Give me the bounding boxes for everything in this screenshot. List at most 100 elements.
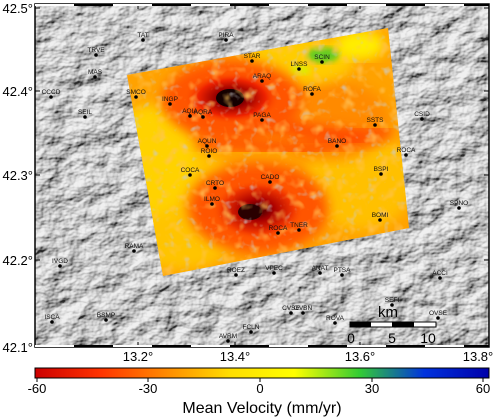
longitude-label: 13.2° (123, 349, 154, 364)
gps-station: BSMP (97, 312, 115, 322)
map-frame-ticks (34, 4, 490, 348)
colorbar-tick-label: 30 (365, 381, 379, 396)
gps-station: CADO (261, 174, 280, 184)
gps-station: AQRA (194, 109, 213, 119)
gps-station: ROIO (201, 148, 218, 158)
colorbar-tick-label: 60 (476, 381, 490, 396)
colorbar-tick-label: -30 (139, 381, 158, 396)
gps-stations: TAT PIRA TRVE STAR SCIN LNSS MAS ARAQ CCCD SMCO IN… (42, 32, 468, 343)
gps-station: BANO (328, 138, 346, 148)
station-label: AQIA (182, 108, 198, 115)
station-label: INGP (162, 96, 178, 103)
station-label: LNSS (291, 61, 309, 68)
station-marker (50, 320, 54, 324)
scale-bar-tick-5: 5 (388, 330, 396, 346)
station-marker (297, 228, 301, 232)
station-label: MAS (88, 69, 103, 76)
station-label: BOMI (372, 212, 389, 219)
gps-station: TNER (290, 222, 308, 232)
station-label: CSID (414, 111, 430, 118)
station-label: ROEZ (227, 267, 245, 274)
colorbar-label: Mean Velocity (mm/yr) (182, 400, 341, 417)
station-label: CADO (261, 174, 280, 181)
station-marker (289, 311, 293, 315)
gps-station: ACCI (432, 270, 448, 280)
gps-station: SMCO (126, 89, 146, 99)
station-marker (373, 123, 377, 127)
station-label: ROIO (201, 148, 218, 155)
station-marker (188, 173, 192, 177)
station-marker (310, 92, 314, 96)
station-marker (260, 79, 264, 83)
station-label: SSTS (367, 117, 385, 124)
station-marker (226, 339, 230, 343)
station-label: PIRA (218, 32, 234, 39)
station-marker (340, 273, 344, 277)
station-label: SCIN (314, 54, 330, 61)
gps-station: SEFI (385, 297, 399, 307)
station-marker (250, 59, 254, 63)
station-marker (132, 249, 136, 253)
station-marker (320, 60, 324, 64)
colorbar: -60 -30 0 30 60 Mean Velocity (mm/yr) (28, 367, 490, 417)
station-marker (210, 202, 214, 206)
gps-station: SPNO (450, 200, 468, 210)
station-label: TAT (137, 32, 148, 39)
gps-station: OVSE (429, 310, 448, 320)
scale-bar: km 0 5 10 (347, 304, 437, 346)
station-label: TRVE (87, 47, 105, 54)
gps-station: PTSA (334, 267, 351, 277)
gps-station: BOMI (372, 212, 389, 222)
station-marker (436, 316, 440, 320)
station-marker (93, 75, 97, 79)
station-marker (104, 318, 108, 322)
station-marker (234, 273, 238, 277)
gps-station: OVBN (294, 305, 313, 315)
station-marker (134, 95, 138, 99)
gps-station: PAGA (253, 112, 271, 122)
colorbar-tick-label: 0 (256, 381, 263, 396)
station-marker (213, 186, 217, 190)
station-marker (438, 276, 442, 280)
gps-station: CRTO (206, 180, 224, 190)
gps-station: STAR (244, 53, 261, 63)
station-label: ROVA (326, 315, 345, 322)
station-marker (404, 153, 408, 157)
gps-station: ARAQ (253, 73, 271, 83)
station-label: BANO (328, 138, 346, 145)
latitude-label: 42.1° (2, 340, 33, 355)
station-label: SMCO (126, 89, 146, 96)
longitude-label: 13.4° (220, 349, 251, 364)
gps-station: ISCA (44, 314, 60, 324)
station-marker (335, 144, 339, 148)
station-label: ARAQ (253, 73, 271, 80)
station-marker (207, 154, 211, 158)
station-label: AQUN (198, 138, 217, 145)
station-label: ACCI (432, 270, 448, 277)
station-label: IVGD (52, 258, 68, 265)
latitude-labels: 42.5° 42.4° 42.3° 42.2° 42.1° (2, 1, 33, 355)
gps-station: TAT (137, 32, 149, 42)
station-label: RAMA (125, 243, 144, 250)
longitude-label: 13.8° (463, 349, 494, 364)
gps-station: CVSE (282, 305, 301, 315)
station-marker (94, 53, 98, 57)
station-label: STAR (244, 53, 261, 60)
station-marker (318, 271, 322, 275)
station-marker (188, 114, 192, 118)
station-marker (301, 311, 305, 315)
colorbar-ticks: -60 -30 0 30 60 (28, 378, 490, 396)
station-marker (249, 330, 253, 334)
gps-station: INGP (162, 96, 178, 106)
scale-bar-tick-10: 10 (420, 330, 436, 346)
station-label: CVSE (282, 305, 300, 312)
station-marker (58, 264, 62, 268)
station-marker (378, 218, 382, 222)
gps-station: COCA (181, 167, 200, 177)
station-marker (333, 321, 337, 325)
gps-station: SCIN (314, 54, 330, 64)
gps-station: FCLN (243, 324, 260, 334)
gps-station: CCCD (42, 89, 61, 99)
station-marker (141, 38, 145, 42)
